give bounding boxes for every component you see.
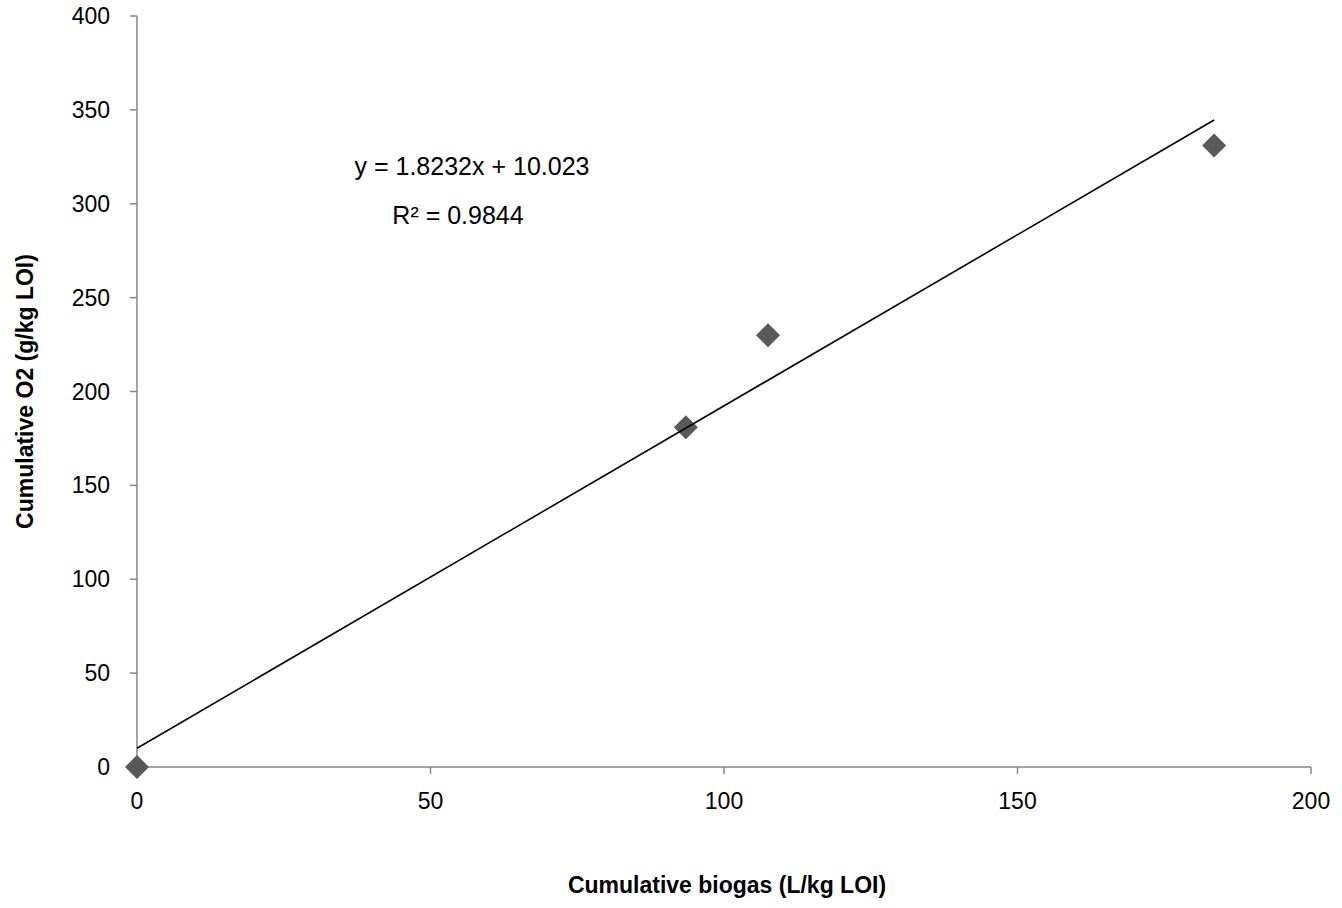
x-tick: [430, 767, 432, 774]
data-point: [125, 755, 149, 779]
y-tick-label: 150: [72, 472, 110, 498]
y-tick-label: 50: [84, 660, 110, 686]
y-tick-label: 350: [72, 97, 110, 123]
y-tick-label: 100: [72, 566, 110, 592]
y-axis-title: Cumulative O2 (g/kg LOI): [12, 254, 38, 529]
data-point: [674, 415, 698, 439]
data-point: [756, 323, 780, 347]
y-tick: [130, 391, 137, 393]
x-tick: [1310, 767, 1312, 774]
annotation: R² = 0.9844: [392, 201, 523, 229]
x-tick-label: 150: [998, 788, 1036, 814]
y-tick: [130, 672, 137, 674]
y-tick-label: 250: [72, 285, 110, 311]
x-tick: [723, 767, 725, 774]
annotation: y = 1.8232x + 10.023: [355, 152, 590, 180]
y-tick: [130, 579, 137, 581]
x-tick-label: 0: [131, 788, 144, 814]
x-tick-label: 50: [418, 788, 444, 814]
y-tick: [130, 297, 137, 299]
y-tick: [130, 485, 137, 487]
plot-marks: [125, 120, 1226, 779]
y-tick: [130, 109, 137, 111]
x-tick-label: 100: [705, 788, 743, 814]
x-tick: [1017, 767, 1019, 774]
y-tick-label: 400: [72, 3, 110, 29]
x-tick-label: 200: [1292, 788, 1330, 814]
chart: 0 50 100 150 200 250 300 350 400 0 50 100 150 200 Cumu…: [0, 0, 1342, 908]
y-tick-label: 300: [72, 191, 110, 217]
y-tick-label: 200: [72, 379, 110, 405]
data-point: [1202, 134, 1226, 158]
y-tick: [130, 15, 137, 17]
y-tick-label: 0: [97, 754, 110, 780]
y-tick: [130, 203, 137, 205]
x-axis-title: Cumulative biogas (L/kg LOI): [568, 872, 886, 898]
trend-line: [137, 120, 1214, 748]
